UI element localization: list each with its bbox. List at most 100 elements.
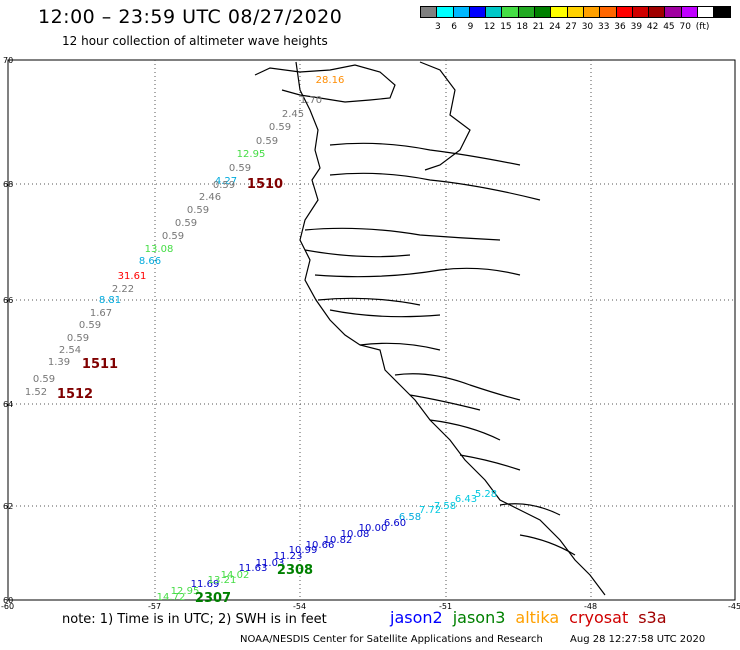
wave-height-value: 2.22 bbox=[112, 284, 134, 295]
wave-height-value: 1.52 bbox=[25, 387, 47, 398]
footer-timestamp: Aug 28 12:27:58 UTC 2020 bbox=[570, 634, 706, 645]
colorbar-label: 21 bbox=[532, 22, 545, 32]
wave-height-value: 7.72 bbox=[419, 505, 441, 516]
lat-label: 62 bbox=[3, 502, 13, 511]
wave-height-value: 4.27 bbox=[215, 176, 237, 187]
wave-height-value: 6.43 bbox=[455, 494, 477, 505]
wave-height-value: 7.58 bbox=[434, 501, 456, 512]
colorbar-label: 45 bbox=[663, 22, 675, 32]
wave-height-value: 13.08 bbox=[145, 244, 174, 255]
colorbar-label: 70 bbox=[679, 22, 691, 32]
lon-label: -45 bbox=[728, 602, 740, 611]
colorbar-label: 9 bbox=[467, 22, 474, 32]
wave-height-value: 0.59 bbox=[33, 374, 55, 385]
wave-height-value: 28.16 bbox=[316, 75, 345, 86]
legend-entry-jason3: jason3 bbox=[452, 608, 506, 627]
wave-height-value: 0.59 bbox=[229, 163, 251, 174]
wave-height-value: 12.95 bbox=[171, 586, 200, 597]
footer: NOAA/NESDIS Center for Satellite Applica… bbox=[240, 634, 705, 645]
wave-height-value: 12.95 bbox=[237, 149, 266, 160]
wave-height-value: 0.59 bbox=[213, 180, 235, 191]
wave-height-value: 0.59 bbox=[187, 205, 209, 216]
satellite-legend: jason2 jason3 altika cryosat s3a bbox=[390, 608, 677, 627]
legend-entry-altika: altika bbox=[515, 608, 560, 627]
lon-label: -57 bbox=[148, 602, 161, 611]
wave-height-value: 14.02 bbox=[221, 570, 250, 581]
wave-height-value: 2.46 bbox=[199, 192, 221, 203]
wave-height-value: 14.72 bbox=[157, 592, 186, 603]
colorbar-label: 3 bbox=[435, 22, 441, 32]
wave-height-value: 11.63 bbox=[239, 563, 268, 574]
colorbar-label: 36 bbox=[614, 22, 626, 32]
wave-height-value: 6.58 bbox=[399, 512, 421, 523]
colorbar-label: 27 bbox=[565, 22, 577, 32]
wave-height-value: 8.66 bbox=[139, 256, 161, 267]
colorbar-label: 15 bbox=[500, 22, 512, 32]
lat-label: 60 bbox=[3, 596, 13, 605]
track-id-label: 1511 bbox=[82, 357, 118, 372]
wave-height-value: 2.54 bbox=[59, 345, 81, 356]
wave-height-value: 10.00 bbox=[359, 523, 388, 534]
wave-height-value: 0.59 bbox=[175, 218, 197, 229]
lon-label: -48 bbox=[584, 602, 597, 611]
footer-credit: NOAA/NESDIS Center for Satellite Applica… bbox=[240, 634, 543, 645]
lon-label: -60 bbox=[1, 602, 14, 611]
wave-height-value: 1.67 bbox=[90, 308, 112, 319]
map-title: 12:00 – 23:59 UTC 08/27/2020 bbox=[38, 6, 343, 28]
colorbar-label: 42 bbox=[646, 22, 659, 32]
wave-height-value: 11.03 bbox=[256, 558, 285, 569]
wave-height-value: 13.21 bbox=[208, 575, 237, 586]
grid-lines bbox=[8, 60, 735, 600]
wave-height-value: 0.59 bbox=[162, 231, 184, 242]
wave-height-value: 31.61 bbox=[118, 271, 147, 282]
track-id-label: 2308 bbox=[277, 563, 313, 578]
lat-label: 66 bbox=[3, 296, 13, 305]
colorbar bbox=[420, 6, 731, 18]
wave-height-value: 0.59 bbox=[67, 333, 89, 344]
wave-height-value: 10.82 bbox=[324, 535, 353, 546]
map-subtitle: 12 hour collection of altimeter wave hei… bbox=[62, 34, 328, 48]
wave-height-value: 1.70 bbox=[300, 95, 322, 106]
colorbar-label: 12 bbox=[483, 22, 496, 32]
legend-entry-s3a: s3a bbox=[638, 608, 667, 627]
wave-height-value: 10.66 bbox=[306, 540, 335, 551]
lat-label: 70 bbox=[3, 56, 13, 65]
colorbar-label: 30 bbox=[581, 22, 594, 32]
lat-label: 64 bbox=[3, 400, 13, 409]
wave-height-value: 1.39 bbox=[48, 357, 70, 368]
colorbar-swatch bbox=[713, 6, 731, 18]
colorbar-labels: 3 6 9 12 15 18 21 24 27 30 33 36 39 42 45 70 (ft) bbox=[425, 22, 735, 34]
wave-height-value: 5.28 bbox=[475, 489, 497, 500]
wave-height-value: 11.23 bbox=[274, 551, 303, 562]
colorbar-label: 24 bbox=[549, 22, 561, 32]
wave-height-labels: 28.161.702.450.590.5912.950.594.270.592.… bbox=[25, 75, 497, 603]
wave-height-value: 10.99 bbox=[289, 545, 318, 556]
greenland-coastline bbox=[254, 61, 606, 596]
map-frame bbox=[7, 59, 736, 601]
legend-entry-cryosat: cryosat bbox=[569, 608, 629, 627]
colorbar-label: 6 bbox=[451, 22, 458, 32]
lat-label: 68 bbox=[3, 180, 13, 189]
lon-label: -54 bbox=[293, 602, 306, 611]
track-id-label: 2307 bbox=[195, 591, 231, 606]
wave-height-value: 2.45 bbox=[282, 109, 304, 120]
lon-label: -51 bbox=[439, 602, 452, 611]
wave-height-value: 0.59 bbox=[269, 122, 291, 133]
colorbar-label: 39 bbox=[630, 22, 643, 32]
track-id-label: 1510 bbox=[247, 177, 283, 192]
latitude-labels: 70 68 66 64 62 60 bbox=[3, 56, 13, 605]
colorbar-label: 18 bbox=[516, 22, 528, 32]
wave-height-value: 0.59 bbox=[79, 320, 101, 331]
track-id-label: 1512 bbox=[57, 387, 93, 402]
wave-height-value: 11.69 bbox=[191, 579, 220, 590]
legend-entry-jason2: jason2 bbox=[390, 608, 443, 627]
note-text: note: 1) Time is in UTC; 2) SWH is in fe… bbox=[62, 612, 327, 627]
colorbar-label: 33 bbox=[598, 22, 610, 32]
wave-height-value: 8.81 bbox=[99, 295, 121, 306]
longitude-labels: -60 -57 -54 -51 -48 -45 bbox=[1, 602, 740, 611]
wave-height-value: 10.08 bbox=[341, 529, 370, 540]
wave-height-value: 6.60 bbox=[384, 518, 406, 529]
wave-height-value: 0.59 bbox=[256, 136, 278, 147]
colorbar-label: (ft) bbox=[695, 22, 710, 32]
